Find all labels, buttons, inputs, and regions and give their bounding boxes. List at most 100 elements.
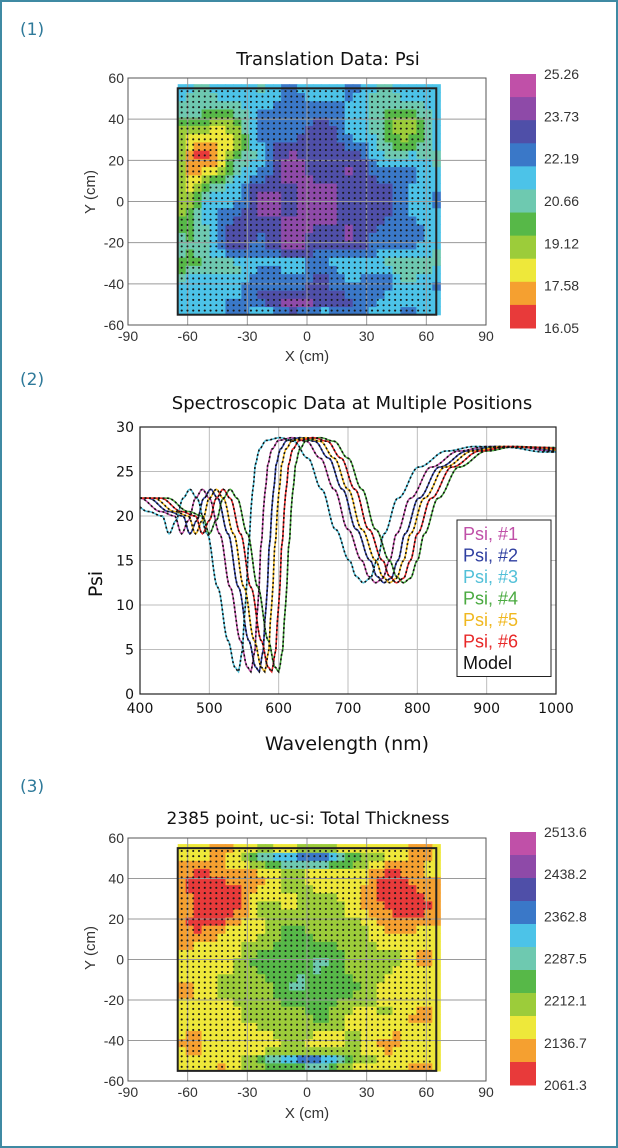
c3-measurement-dot [324,1044,327,1047]
c1-heat-cell [360,224,370,233]
c1-heat-cell [273,158,282,168]
c3-measurement-dot [221,923,224,926]
c3-measurement-dot [267,986,270,989]
c1-heat-cell [328,207,338,217]
c3-measurement-dot [284,865,287,868]
c3-measurement-dot [232,870,235,874]
c1-heat-cell [265,199,274,209]
c3-measurement-dot [197,892,201,895]
c3-measurement-dot [238,907,241,910]
c3-heat-cell [201,1038,211,1048]
c1-heat-cell [328,232,338,242]
c3-measurement-dot [319,944,322,947]
c1-measurement-dot [232,304,235,307]
c1-measurement-dot [226,272,229,275]
c1-heat-cell [336,290,346,299]
c1-measurement-dot [209,143,212,146]
c3-measurement-dot [221,849,224,853]
c1-measurement-dot [186,186,189,189]
c3-measurement-dot [232,907,235,910]
c1-measurement-dot [186,245,189,248]
c3-measurement-dot [192,965,195,968]
c3-measurement-dot [278,1034,281,1037]
c1-heat-cell [201,158,211,168]
c3-measurement-dot [192,997,195,1000]
c3-measurement-dot [261,1060,264,1063]
c3-measurement-dot [272,960,276,963]
c1-heat-cell [400,232,410,242]
c1-heat-cell [201,199,211,209]
c1-measurement-dot [215,170,218,173]
c3-heat-cell [360,900,370,910]
c3-measurement-dot [232,976,235,979]
c3-measurement-dot [226,897,229,900]
c3-measurement-dot [313,902,316,905]
c1-heat-cell [416,281,425,291]
c1-heat-cell [225,92,235,102]
c3-measurement-dot [238,939,241,942]
c1-measurement-dot [215,95,218,98]
c3-heat-cell [233,981,242,991]
c3-heat-cell [328,860,338,869]
c3-measurement-dot [226,870,229,874]
c3-measurement-dot [197,923,201,926]
c1-heat-cell [281,224,290,233]
c1-heat-cell [328,215,338,225]
c1-measurement-dot [186,154,189,157]
c1-heat-cell [400,248,410,258]
c3-heat-cell [368,1014,378,1023]
c3-measurement-dot [307,939,310,942]
c1-measurement-dot [209,234,212,237]
c3-measurement-dot [267,981,270,984]
c3-measurement-dot [203,1055,206,1058]
c3-measurement-dot [186,1039,189,1042]
c3-measurement-dot [249,1013,252,1016]
c1-heat-cell [249,298,258,308]
c1-measurement-dot [226,223,229,227]
c3-heat-cell [297,916,306,926]
c3-measurement-dot [232,1018,235,1021]
c3-measurement-dot [324,1028,327,1032]
c3-heat-cell [201,1022,211,1031]
c3-measurement-dot [186,870,189,874]
c1-heat-cell [416,240,425,250]
c3-measurement-dot [221,1065,224,1068]
c3-measurement-dot [319,897,322,900]
c1-measurement-dot [180,100,183,103]
c1-heat-cell [312,248,322,258]
c3-measurement-dot [232,1023,235,1026]
c3-measurement-dot [244,986,247,989]
c3-heat-cell [320,997,330,1007]
c1-measurement-dot [203,116,206,119]
c1-measurement-dot [209,95,212,98]
c3-heat-cell [249,989,258,999]
c1-heat-cell [352,281,362,291]
c3-measurement-dot [301,981,304,984]
c3-heat-cell [424,908,433,918]
c3-measurement-dot [226,1055,229,1058]
c1-measurement-dot [203,272,206,275]
c3-measurement-dot [290,855,293,858]
chart1-measurement-points [180,90,431,312]
c1-heat-cell [336,273,346,283]
c3-measurement-dot [209,986,212,989]
c3-measurement-dot [301,855,304,858]
c1-measurement-dot [215,143,218,146]
c1-heat-cell [305,133,314,143]
c3-measurement-dot [330,1044,333,1047]
c1-measurement-dot [192,154,195,157]
c1-heat-cell [305,248,314,258]
c3-measurement-dot [226,1002,229,1005]
c3-measurement-dot [192,907,195,910]
c1-heat-cell [193,248,203,258]
c3-heat-cell [336,1014,346,1023]
c1-heat-cell [217,158,227,168]
c1-measurement-dot [215,245,218,248]
c1-measurement-dot [197,159,201,162]
c1-measurement-dot [232,138,235,141]
c1-heat-cell [177,174,187,184]
c3-measurement-dot [215,1007,218,1010]
c3-measurement-dot [336,1013,339,1016]
c3-measurement-dot [296,949,299,953]
c3-measurement-dot [278,934,281,937]
